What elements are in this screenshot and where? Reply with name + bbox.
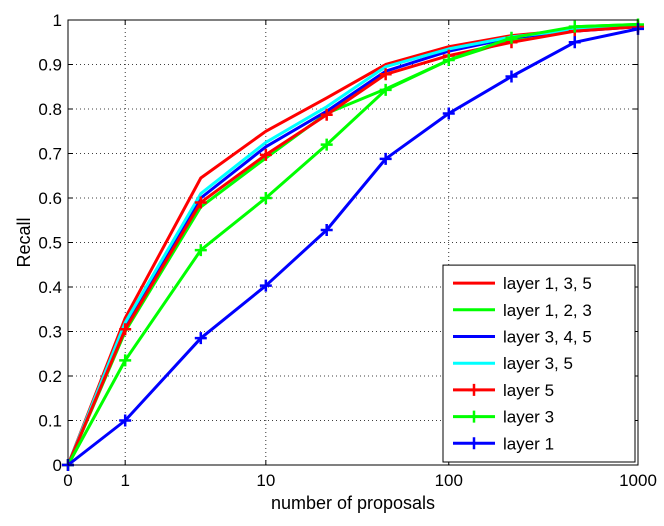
y-tick-label: 0.5 — [38, 234, 62, 253]
data-point-marker — [119, 354, 132, 367]
legend-marker — [468, 410, 480, 423]
data-point-marker — [568, 20, 581, 33]
data-point-marker — [379, 152, 392, 165]
series-line — [67, 27, 639, 467]
data-point-marker — [568, 36, 581, 49]
legend-label: layer 3, 5 — [503, 354, 573, 373]
series-line — [66, 22, 639, 466]
y-tick-label: 0.2 — [38, 367, 62, 386]
data-point-marker — [442, 107, 455, 120]
data-point-marker — [194, 244, 207, 257]
y-axis-label: Recall — [14, 217, 34, 267]
y-tick-label: 0 — [53, 456, 62, 475]
y-tick-label: 0.9 — [38, 56, 62, 75]
ticks: 00.10.20.30.40.50.60.70.80.910 1 10 100 1000 — [38, 11, 657, 490]
x-tick-label: 1000 — [619, 471, 657, 490]
legend-label: layer 5 — [503, 381, 554, 400]
y-tick-label: 0.7 — [38, 145, 62, 164]
data-point-marker — [259, 192, 272, 204]
legend-label: layer 1, 2, 3 — [503, 301, 592, 320]
data-point-marker — [320, 224, 333, 237]
legend: layer 1, 3, 5 layer 1, 2, 3 layer 3, 4, 5 l… — [442, 264, 636, 463]
y-tick-label: 1 — [53, 11, 62, 30]
data-point-marker — [379, 68, 392, 81]
y-tick-label: 0.1 — [38, 412, 62, 431]
data-point-marker — [320, 138, 333, 151]
y-tick-label: 0.4 — [38, 278, 62, 297]
x-tick-label: 0 — [63, 471, 72, 490]
data-point-marker — [379, 83, 392, 96]
x-tick-label: 100 — [435, 471, 463, 490]
legend-label: layer 3 — [503, 408, 554, 427]
legend-marker — [468, 437, 480, 450]
data-point-marker — [259, 279, 272, 292]
data-point-marker — [259, 148, 272, 161]
data-point-marker — [320, 108, 333, 121]
legend-label: layer 1 — [503, 434, 554, 453]
legend-label: layer 1, 3, 5 — [503, 274, 592, 293]
x-axis-label: number of proposals — [271, 493, 435, 513]
series-line — [66, 25, 639, 466]
y-tick-label: 0.8 — [38, 100, 62, 119]
data-point-marker — [194, 332, 207, 345]
data-point-marker — [119, 323, 132, 336]
legend-marker — [468, 383, 480, 396]
data-point-marker — [442, 54, 455, 67]
data-point-marker — [119, 414, 132, 427]
y-tick-label: 0.6 — [38, 189, 62, 208]
data-point-marker — [505, 31, 518, 44]
x-tick-label: 1 — [120, 471, 129, 490]
y-tick-label: 0.3 — [38, 323, 62, 342]
axis-labels: number of proposals Recall — [14, 217, 435, 513]
legend-label: layer 3, 4, 5 — [503, 328, 592, 347]
data-point-marker — [505, 70, 518, 83]
data-point-marker — [194, 196, 207, 209]
x-tick-label: 10 — [256, 471, 275, 490]
